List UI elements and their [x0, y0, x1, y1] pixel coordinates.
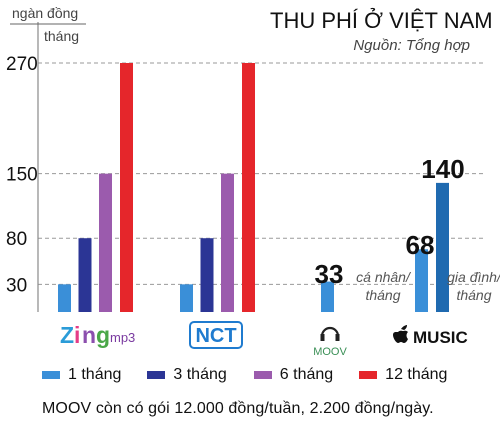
bar-moov-1 — [321, 281, 334, 312]
y-tick-label: 150 — [6, 165, 38, 186]
bar-apple-family — [436, 182, 449, 312]
legend-swatch — [253, 371, 272, 379]
y-tick-label: 270 — [6, 54, 38, 75]
legend-item: 1 tháng — [42, 366, 121, 384]
apple-icon — [393, 325, 408, 343]
data-label: 33 — [315, 259, 344, 289]
chart-subtitle: Nguồn: Tổng hợp — [353, 37, 470, 54]
legend-item: 3 tháng — [147, 366, 227, 384]
footnote: MOOV còn có gói 12.000 đồng/tuần, 2.200 … — [42, 400, 434, 417]
legend-item: 6 tháng — [253, 366, 334, 384]
legend-swatch — [359, 371, 378, 379]
moov-headphones-icon — [335, 334, 340, 341]
y-tick-label: 30 — [6, 275, 27, 296]
legend: 1 tháng 3 tháng 6 tháng 12 tháng — [42, 366, 473, 384]
bar-apple-1 — [415, 249, 428, 312]
annotation-family: tháng — [456, 287, 491, 303]
moov-logo-text: MOOV — [313, 346, 347, 358]
bar-nct-1 — [180, 284, 193, 312]
y-tick-label: 80 — [6, 229, 27, 250]
bar-zing-4 — [120, 63, 133, 312]
legend-label: 12 tháng — [385, 366, 448, 383]
zing-logo-suffix: mp3 — [110, 330, 135, 345]
nct-logo-frame — [189, 321, 243, 349]
data-label: 68 — [406, 230, 435, 260]
zing-logo-letter: i — [74, 322, 80, 348]
legend-label: 6 tháng — [279, 366, 334, 383]
bar-zing-1 — [58, 284, 71, 312]
zing-logo-letter: Z — [60, 322, 74, 348]
legend-swatch — [42, 371, 60, 379]
chart-title: THU PHÍ Ở VIỆT NAM — [270, 8, 493, 33]
zing-logo-letter: n — [82, 322, 96, 348]
bar-zing-3 — [99, 173, 112, 312]
bar-nct-4 — [242, 63, 255, 312]
legend-swatch — [147, 371, 166, 379]
bar-nct-3 — [221, 173, 234, 312]
bar-nct-2 — [200, 238, 214, 312]
legend-item: 12 tháng — [359, 366, 447, 384]
apple-music-label: MUSIC — [413, 328, 468, 347]
legend-label: 3 tháng — [173, 366, 227, 383]
annotation-individual: cá nhân/ — [356, 269, 412, 285]
moov-headphones-icon — [320, 334, 325, 341]
y-unit-label: tháng — [44, 28, 79, 44]
nct-logo-text: NCT — [195, 325, 236, 347]
annotation-family: gia đình/ — [447, 269, 500, 285]
annotation-individual: tháng — [365, 287, 400, 303]
moov-headphones-icon — [320, 326, 340, 337]
y-unit-label: ngàn đồng — [12, 5, 78, 21]
bar-zing-2 — [78, 238, 92, 312]
zing-logo-letter: g — [96, 322, 110, 348]
legend-label: 1 tháng — [68, 366, 122, 383]
data-label: 140 — [421, 154, 464, 184]
